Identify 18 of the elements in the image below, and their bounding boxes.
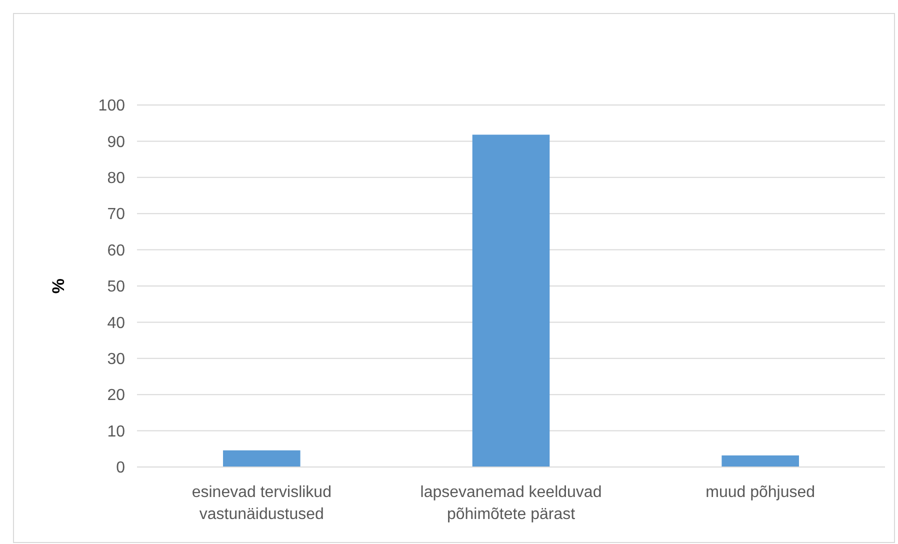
y-axis-title: % <box>49 278 68 294</box>
y-tick-label: 40 <box>107 314 126 332</box>
bar <box>223 450 300 467</box>
x-tick-label: muud põhjused <box>706 484 816 501</box>
x-tick-label: esinevad tervislikud vastunäidustused <box>192 484 332 523</box>
y-tick-label: 100 <box>98 98 126 115</box>
y-tick-label: 30 <box>107 351 126 368</box>
y-tick-label: 70 <box>107 206 126 224</box>
y-tick-label: 50 <box>107 278 126 296</box>
x-tick-label: lapsevanemad keelduvad põhimõtete pärast <box>420 484 602 523</box>
y-tick-label: 60 <box>107 242 126 260</box>
y-tick-label: 90 <box>107 134 126 151</box>
bar <box>722 455 799 467</box>
y-tick-label: 0 <box>116 460 126 477</box>
y-tick-label: 80 <box>107 170 126 187</box>
y-tick-label: 20 <box>107 387 126 404</box>
y-tick-label: 10 <box>107 423 126 440</box>
bar <box>472 134 550 467</box>
